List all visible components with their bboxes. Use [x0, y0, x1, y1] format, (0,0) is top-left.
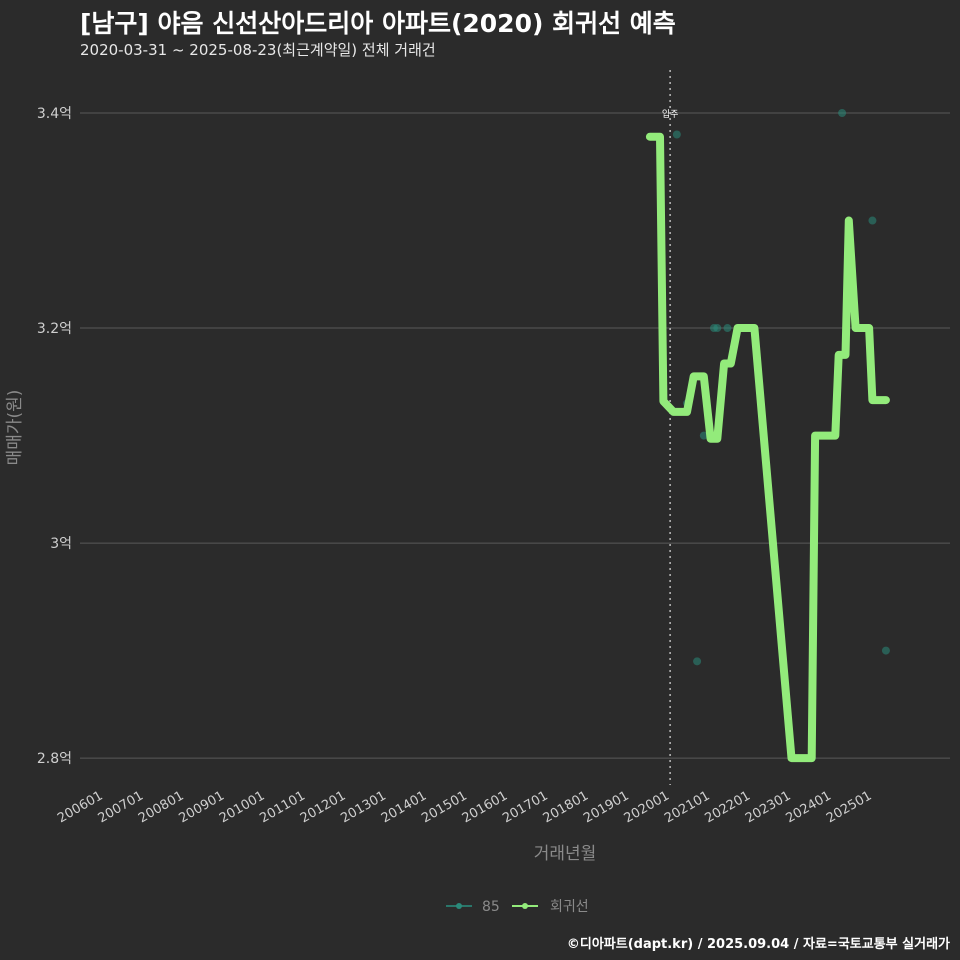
footer-credit: ©디아파트(dapt.kr) / 2025.09.04 / 자료=국토교통부 실… — [566, 937, 950, 952]
data-point — [699, 431, 708, 440]
x-tick-label: 201801 — [541, 788, 591, 826]
legend-label-85: 85 — [482, 899, 500, 915]
y-tick-label: 3.2억 — [37, 321, 72, 337]
x-tick-label: 201901 — [581, 788, 631, 826]
x-tick-label: 201201 — [298, 788, 348, 826]
legend-label-regression: 회귀선 — [550, 899, 589, 915]
x-tick-label: 201701 — [500, 788, 550, 826]
y-tick-label: 2.8억 — [37, 751, 72, 767]
x-axis: 2006012007012008012009012010012011012012… — [55, 788, 874, 864]
y-axis-title: 매매가(원) — [5, 390, 25, 466]
x-tick-label: 200801 — [136, 788, 186, 826]
data-point — [672, 130, 681, 139]
x-tick-label: 201301 — [338, 788, 388, 826]
x-tick-label: 200901 — [177, 788, 227, 826]
x-axis-title: 거래년월 — [534, 844, 597, 864]
data-point — [723, 324, 732, 333]
legend-key-regression-point — [522, 903, 528, 909]
regression-line-layer — [645, 132, 890, 763]
chart-subtitle: 2020-03-31 ~ 2025-08-23(최근계약일) 전체 거래건 — [80, 41, 436, 59]
y-tick-label: 3.4억 — [37, 106, 72, 122]
regression-line — [645, 132, 890, 763]
x-tick-label: 201501 — [419, 788, 469, 826]
x-tick-label: 202101 — [662, 788, 712, 826]
data-point — [881, 646, 890, 655]
x-tick-label: 200601 — [55, 788, 105, 826]
legend: 85 회귀선 — [446, 899, 589, 915]
x-tick-label: 201001 — [217, 788, 267, 826]
data-point — [838, 109, 847, 118]
legend-key-85-point — [456, 903, 462, 909]
y-tick-label: 3억 — [50, 536, 72, 552]
x-tick-label: 202501 — [824, 788, 874, 826]
chart-title: [남구] 야음 신선산아드리아 아파트(2020) 회귀선 예측 — [80, 9, 676, 38]
move-in-reference: 입주 — [662, 70, 679, 785]
x-tick-label: 201401 — [379, 788, 429, 826]
x-tick-label: 201101 — [257, 788, 307, 826]
x-tick-label: 201601 — [460, 788, 510, 826]
x-tick-label: 202401 — [783, 788, 833, 826]
data-point — [713, 324, 722, 333]
data-point — [693, 657, 702, 666]
x-tick-label: 202301 — [743, 788, 793, 826]
x-tick-label: 200701 — [96, 788, 146, 826]
x-tick-label: 202001 — [622, 788, 672, 826]
x-tick-label: 202201 — [703, 788, 753, 826]
move-in-label: 입주 — [662, 108, 679, 120]
data-point — [868, 216, 877, 225]
